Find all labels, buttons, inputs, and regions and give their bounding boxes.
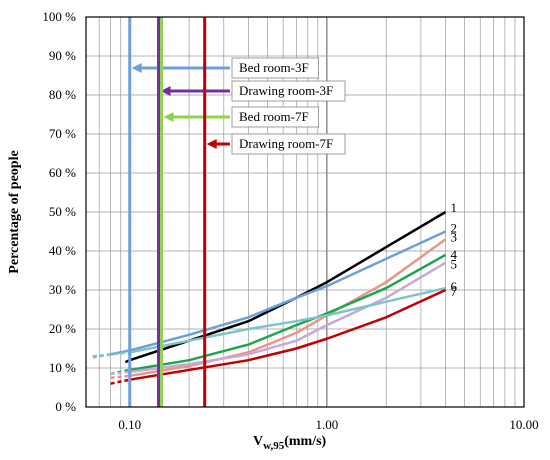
x-axis-title-main: V bbox=[253, 434, 263, 449]
series-dash-5 bbox=[110, 370, 130, 376]
series-dash-7 bbox=[110, 378, 130, 385]
y-tick-label: 0 % bbox=[55, 399, 76, 414]
y-tick-label: 40 % bbox=[49, 243, 76, 258]
threshold-label-1: Drawing room-3F bbox=[239, 83, 333, 98]
y-tick-label: 60 % bbox=[49, 165, 76, 180]
y-tick-label: 90 % bbox=[49, 48, 76, 63]
threshold-arrow-head-1 bbox=[160, 86, 171, 96]
x-axis-title-unit: (mm/s) bbox=[284, 434, 326, 449]
series-label-7: 7 bbox=[451, 284, 458, 299]
series-label-6: 6 bbox=[451, 279, 458, 294]
series-line-4 bbox=[129, 253, 447, 372]
series-dash-6 bbox=[92, 351, 130, 358]
plot-border bbox=[85, 16, 525, 408]
x-tick-label: 10.00 bbox=[509, 417, 538, 432]
axis-ticks: 0 % 10 % 20 % 30 % 40 % 50 % 60 % 70 % 80 % 90 % 1… bbox=[42, 9, 538, 432]
threshold-arrow-head-3 bbox=[206, 139, 217, 149]
threshold-label-box-1 bbox=[231, 80, 346, 102]
threshold-label-box-0 bbox=[231, 57, 319, 79]
series-label-1: 1 bbox=[451, 200, 458, 215]
x-axis-title: Vw,95(mm/s) bbox=[253, 434, 327, 452]
y-axis-title: Percentage of people bbox=[7, 150, 22, 273]
x-tick-label: 0.10 bbox=[118, 417, 141, 432]
y-tick-label: 30 % bbox=[49, 282, 76, 297]
x-axis-title-subscript: w,95 bbox=[263, 440, 285, 452]
y-tick-label: 70 % bbox=[49, 126, 76, 141]
plot-frame bbox=[85, 16, 525, 408]
series-label-5: 5 bbox=[451, 257, 458, 272]
threshold-label-2: Bed room-7F bbox=[239, 109, 309, 124]
y-tick-label: 50 % bbox=[49, 204, 76, 219]
x-tick-label: 1.00 bbox=[315, 417, 338, 432]
series-line-2 bbox=[110, 230, 447, 356]
series-label-2: 2 bbox=[451, 221, 458, 236]
series-line-6 bbox=[129, 286, 446, 354]
y-tick-label: 20 % bbox=[49, 321, 76, 336]
threshold-label-box-2 bbox=[231, 106, 319, 128]
threshold-label-3: Drawing room-7F bbox=[239, 136, 333, 151]
y-tick-label: 80 % bbox=[49, 87, 76, 102]
series-dash-3 bbox=[110, 374, 130, 379]
series-line-7 bbox=[129, 288, 447, 381]
series-label-4: 4 bbox=[451, 247, 458, 262]
threshold-label-0: Bed room-3F bbox=[239, 60, 309, 75]
y-tick-label: 10 % bbox=[49, 360, 76, 375]
threshold-arrow-head-0 bbox=[131, 63, 142, 73]
threshold-label-box-3 bbox=[231, 133, 346, 155]
series-line-5 bbox=[129, 261, 447, 374]
series-dash-1 bbox=[124, 359, 131, 364]
y-tick-label: 100 % bbox=[42, 9, 76, 24]
series-label-3: 3 bbox=[451, 229, 458, 244]
series-group: 1 23 45 67 bbox=[92, 200, 458, 385]
threshold-arrow-head-2 bbox=[163, 112, 174, 122]
threshold-group: Bed room-3F Drawing room-3F Bed room-7F Dra… bbox=[128, 17, 346, 407]
series-line-3 bbox=[129, 238, 447, 378]
